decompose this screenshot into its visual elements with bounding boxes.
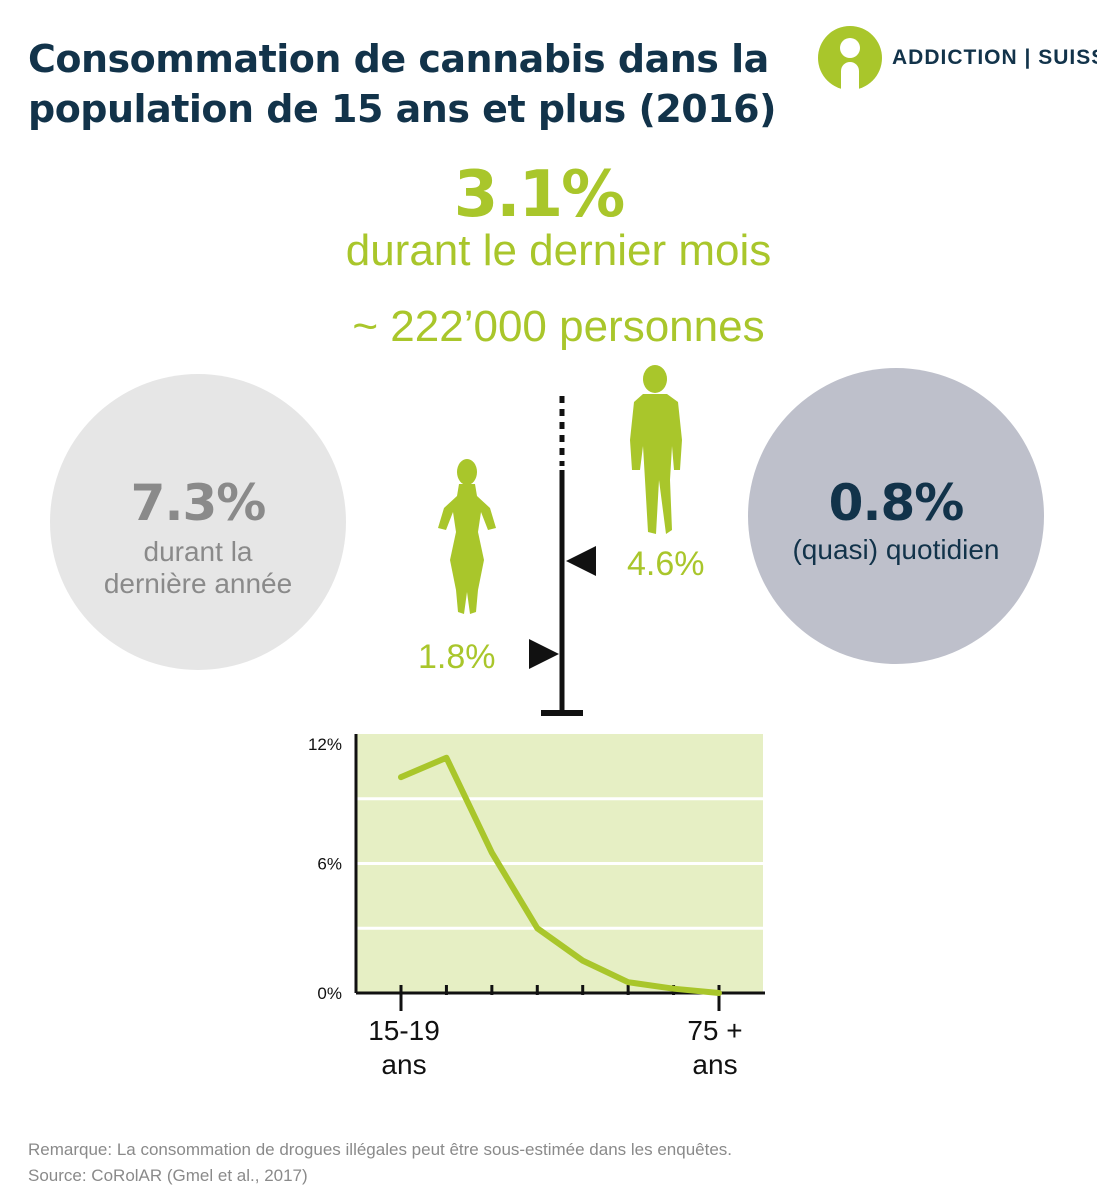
x-tick-label-last-line1: 75 + (687, 1015, 743, 1046)
man-icon (630, 365, 682, 534)
yearly-label: durant la dernière année (50, 536, 346, 600)
daily-consumption-circle: 0.8% (quasi) quotidien (748, 368, 1044, 664)
headline-label: durant le dernier mois (345, 226, 772, 275)
logo: ADDICTION | SUISSE (818, 26, 1097, 90)
yearly-consumption-circle: 7.3% durant la dernière année (50, 374, 346, 670)
footer-note: Remarque: La consommation de drogues ill… (28, 1140, 733, 1159)
page-title: Consommation de cannabis dans la populat… (28, 37, 776, 131)
yearly-label-line2: dernière année (103, 568, 293, 599)
x-tick-label-last-line2: ans (692, 1049, 738, 1080)
y-tick-label: 0% (317, 984, 342, 1003)
logo-text: ADDICTION | SUISSE (892, 46, 1097, 69)
daily-label: (quasi) quotidien (792, 534, 1000, 565)
headline-people: ~ 222’000 personnes (352, 302, 765, 351)
x-tick-label-first: 15-19 ans (344, 1014, 464, 1082)
yearly-label-line1: durant la (143, 536, 253, 567)
daily-value: 0.8% (828, 474, 965, 532)
y-tick-label: 12% (308, 735, 342, 754)
line-chart: 12% 6% 0% (308, 734, 765, 1011)
y-tick-label: 6% (317, 855, 342, 874)
x-tick-label-last: 75 + ans (655, 1014, 775, 1082)
person-icon (818, 26, 882, 90)
x-tick-label-first-line1: 15-19 (368, 1015, 440, 1046)
yearly-value: 7.3% (130, 474, 267, 532)
men-marker (566, 546, 596, 576)
headline-value: 3.1% (453, 158, 626, 232)
woman-icon (438, 459, 496, 614)
x-tick-label-first-line2: ans (381, 1049, 427, 1080)
women-marker (529, 639, 559, 669)
women-value: 1.8% (418, 638, 496, 676)
series-line (398, 754, 722, 996)
men-value: 4.6% (627, 545, 705, 583)
footer-source: Source: CoRolAR (Gmel et al., 2017) (28, 1166, 308, 1185)
